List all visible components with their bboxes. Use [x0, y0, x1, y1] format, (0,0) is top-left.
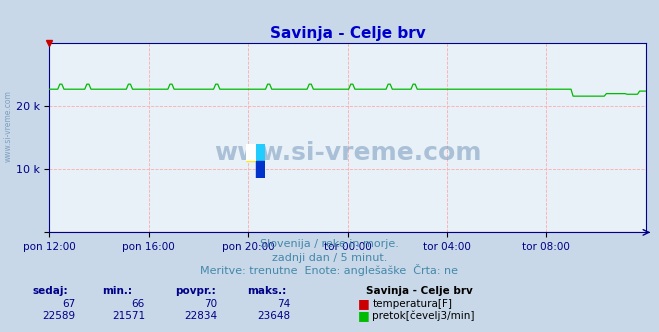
Text: 74: 74	[277, 299, 290, 309]
Text: temperatura[F]: temperatura[F]	[372, 299, 452, 309]
Text: pretok[čevelj3/min]: pretok[čevelj3/min]	[372, 311, 475, 321]
Text: Savinja - Celje brv: Savinja - Celje brv	[366, 286, 473, 296]
Bar	[256, 144, 265, 161]
Text: Slovenija / reke in morje.: Slovenija / reke in morje.	[260, 239, 399, 249]
Title: Savinja - Celje brv: Savinja - Celje brv	[270, 26, 426, 41]
Bar	[246, 144, 256, 161]
Text: www.si-vreme.com: www.si-vreme.com	[3, 90, 13, 162]
Text: Meritve: trenutne  Enote: anglešaške  Črta: ne: Meritve: trenutne Enote: anglešaške Črta…	[200, 264, 459, 276]
Text: zadnji dan / 5 minut.: zadnji dan / 5 minut.	[272, 253, 387, 263]
Text: ■: ■	[358, 309, 370, 322]
Text: maks.:: maks.:	[247, 286, 287, 296]
Text: 22589: 22589	[43, 311, 76, 321]
Text: ■: ■	[358, 297, 370, 310]
Text: 23648: 23648	[257, 311, 290, 321]
Text: 67: 67	[63, 299, 76, 309]
Text: 22834: 22834	[185, 311, 217, 321]
Text: sedaj:: sedaj:	[33, 286, 69, 296]
Text: min.:: min.:	[102, 286, 132, 296]
Text: 21571: 21571	[112, 311, 145, 321]
Text: 66: 66	[132, 299, 145, 309]
Text: 70: 70	[204, 299, 217, 309]
Bar	[256, 161, 265, 178]
Text: povpr.:: povpr.:	[175, 286, 215, 296]
Text: www.si-vreme.com: www.si-vreme.com	[214, 141, 481, 165]
